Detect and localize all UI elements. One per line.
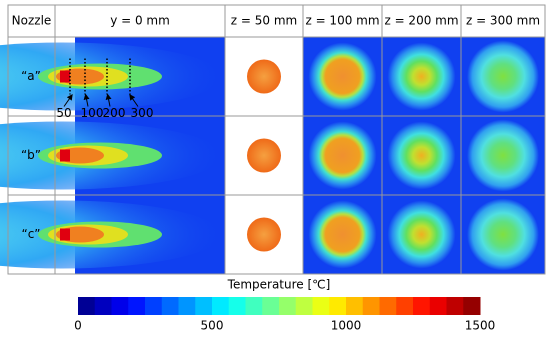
colorbar-step <box>396 297 414 315</box>
column-header: Nozzle <box>12 14 52 28</box>
cross-section <box>467 198 539 271</box>
colorbar-step <box>346 297 364 315</box>
annotation: 50 <box>56 106 71 120</box>
column-header: z = 200 mm <box>384 14 458 28</box>
colorbar-step <box>94 297 112 315</box>
nozzle <box>60 149 70 162</box>
colorbar-step <box>362 297 380 315</box>
cross-section <box>387 121 456 190</box>
nozzle <box>60 228 70 241</box>
colorbar-tick-label: 500 <box>201 319 224 333</box>
arrow <box>105 93 112 107</box>
row-label: “a” <box>21 69 41 83</box>
annotation: 100 <box>81 106 104 120</box>
colorbar-step <box>413 297 431 315</box>
colorbar-step <box>111 297 129 315</box>
cross-section <box>467 119 539 192</box>
colorbar-step <box>145 297 163 315</box>
nozzle <box>60 70 70 83</box>
colorbar-step <box>195 297 213 315</box>
cross-section <box>308 200 377 269</box>
colorbar-step <box>128 297 146 315</box>
colorbar-step <box>446 297 464 315</box>
colorbar-step <box>178 297 196 315</box>
annotation: 300 <box>131 106 154 120</box>
arrow <box>63 94 73 107</box>
colorbar-title: Temperature [℃] <box>227 278 331 292</box>
table-border <box>7 4 546 275</box>
arrow <box>129 94 139 107</box>
row-label: “b” <box>21 148 41 162</box>
colorbar-tick-label: 1500 <box>465 319 496 333</box>
colorbar-step <box>329 297 347 315</box>
column-header: z = 100 mm <box>305 14 379 28</box>
cross-section <box>308 42 377 111</box>
colorbar-step <box>279 297 297 315</box>
cross-section <box>308 121 377 190</box>
colorbar-step <box>429 297 447 315</box>
cross-section <box>247 217 281 252</box>
annotation: 200 <box>103 106 126 120</box>
cross-section <box>247 59 281 94</box>
colorbar-step <box>212 297 230 315</box>
column-header: z = 50 mm <box>231 14 297 28</box>
colorbar-tick-label: 0 <box>74 319 82 333</box>
arrow <box>83 93 90 107</box>
colorbar-step <box>228 297 246 315</box>
colorbar-step <box>262 297 280 315</box>
colorbar-step <box>312 297 330 315</box>
column-header: z = 300 mm <box>466 14 540 28</box>
colorbar-step <box>78 297 96 315</box>
colorbar-step <box>379 297 397 315</box>
colorbar-step <box>295 297 313 315</box>
cross-section <box>467 40 539 113</box>
cross-section <box>247 138 281 173</box>
row-label: “c” <box>21 227 40 241</box>
cross-section <box>387 200 456 269</box>
colorbar-step <box>161 297 179 315</box>
colorbar-step <box>463 297 481 315</box>
column-header: y = 0 mm <box>110 14 170 28</box>
colorbar-step <box>245 297 263 315</box>
colorbar-tick-label: 1000 <box>331 319 362 333</box>
cross-section <box>387 42 456 111</box>
